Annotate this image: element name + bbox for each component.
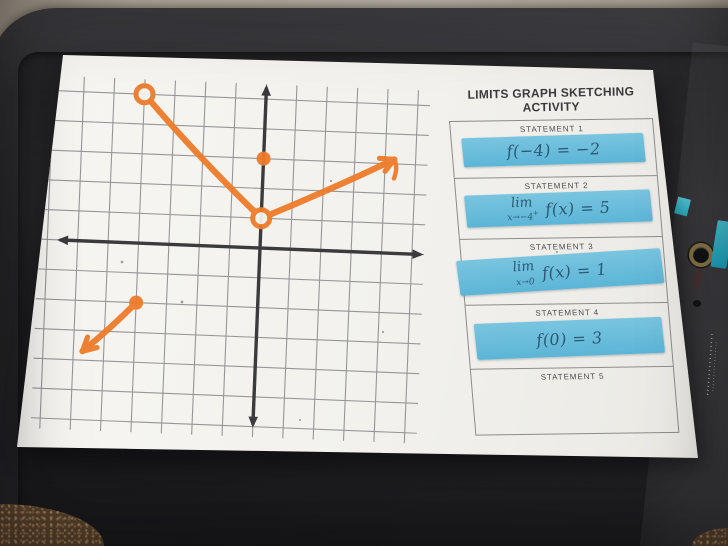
open-circle-point	[250, 207, 273, 230]
closed-dot-point	[256, 151, 271, 166]
graph-svg	[31, 75, 431, 444]
activity-title: LIMITS GRAPH SKETCHING ACTIVITY	[436, 84, 667, 117]
statement-body	[472, 380, 678, 435]
graph-piece-ray-lower-left	[79, 299, 140, 355]
limit-notation: lim x→0	[511, 258, 537, 289]
axis-arrowhead	[248, 416, 259, 428]
grommet-ring	[689, 243, 713, 267]
function-curve	[79, 83, 399, 355]
hand-drawn-graph	[17, 56, 440, 456]
open-circle-point	[133, 83, 156, 106]
statement-card[interactable]: f(−4) = −2	[461, 132, 646, 168]
statement-row: STATEMENT 4 f(0) = 3	[465, 301, 673, 369]
statement-row: STATEMENT 1 f(−4) = −2	[450, 119, 657, 178]
statement-row: STATEMENT 5	[470, 365, 679, 435]
graph-piece-segment-middle	[141, 91, 265, 222]
lim-approach-sign: +	[532, 209, 540, 218]
lim-approach: x→0	[515, 275, 536, 289]
statement-expression: f(0) = 3	[535, 327, 604, 350]
graph-piece-ray-upper-right	[258, 156, 398, 222]
statement-body: lim x→−4+ f(x) = 5	[456, 189, 662, 239]
statement-row: STATEMENT 2 lim x→−4+ f(x) = 5	[454, 175, 662, 239]
lim-approach: x→−4+	[506, 209, 540, 224]
lim-word: lim	[511, 258, 536, 276]
lim-approach-text: x→0	[515, 276, 536, 289]
statement-body: f(0) = 3	[467, 316, 673, 369]
axis-arrowhead	[261, 84, 271, 96]
statement-row: STATEMENT 3 lim x→0 f(x) = 1	[456, 236, 668, 305]
statement-body: lim x→0 f(x) = 1	[456, 248, 667, 305]
axis-arrowhead	[57, 235, 69, 246]
statement-expression: f(−4) = −2	[505, 139, 602, 161]
closed-dot-point	[129, 295, 144, 310]
lim-word: lim	[510, 194, 534, 211]
statement-card[interactable]: f(0) = 3	[473, 316, 666, 360]
statement-body: f(−4) = −2	[451, 132, 657, 178]
statement-expression: f(x) = 5	[544, 197, 612, 219]
limit-notation: lim x→−4+	[505, 194, 540, 224]
statement-expression: f(x) = 1	[540, 259, 609, 283]
statement-card[interactable]: lim x→0 f(x) = 1	[456, 248, 665, 296]
marker-flick	[391, 157, 399, 181]
grid-lines	[31, 75, 431, 444]
curve-arrowhead	[376, 155, 397, 163]
rim-hole	[693, 300, 701, 307]
statements-table: STATEMENT 1 f(−4) = −2 STATEMENT 2 lim x→−4+…	[449, 118, 680, 436]
axis-arrowhead	[412, 249, 424, 259]
axes	[59, 86, 422, 426]
statement-card[interactable]: lim x→−4+ f(x) = 5	[463, 189, 653, 228]
curve-arrowhead	[79, 344, 100, 354]
lim-approach-text: x→−4	[506, 212, 534, 224]
